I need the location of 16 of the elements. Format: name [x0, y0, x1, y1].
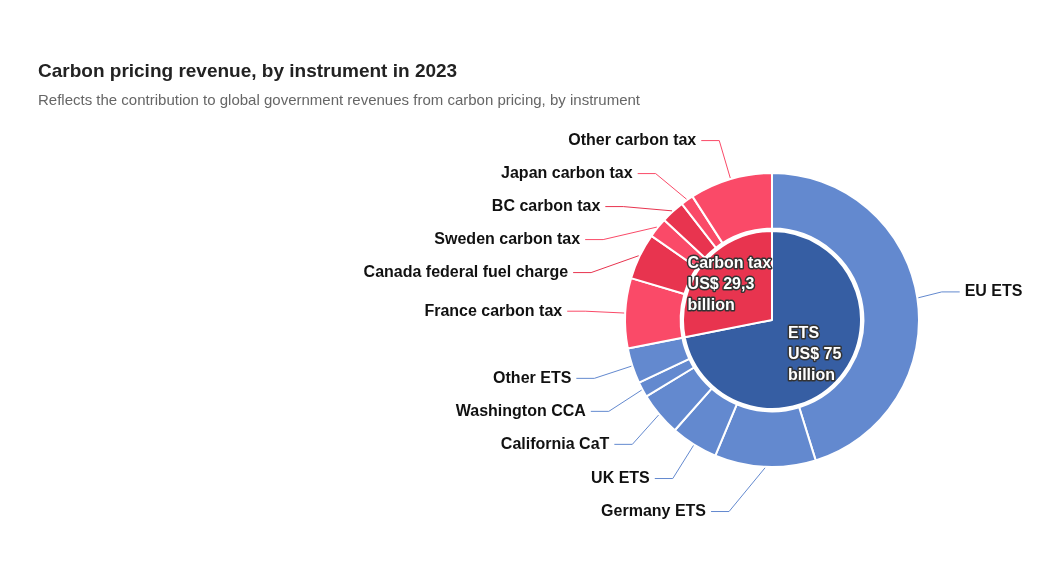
- slice-label: Canada federal fuel charge: [363, 263, 569, 280]
- slice-label: EU ETS: [964, 282, 1023, 300]
- slice-label: Washington CCA: [455, 401, 587, 419]
- slice-label: BC carbon tax: [491, 197, 601, 214]
- slice-label: Sweden carbon tax: [434, 230, 581, 247]
- slice-label: Germany ETS: [601, 501, 707, 519]
- slice-label: Japan carbon tax: [501, 164, 633, 181]
- slice-label: Other carbon tax: [568, 131, 697, 148]
- chart-title: Carbon pricing revenue, by instrument in 2023: [38, 60, 458, 82]
- slice-label: UK ETS: [591, 468, 651, 486]
- slice-label: Other ETS: [493, 368, 572, 386]
- slice-label: France carbon tax: [424, 301, 563, 319]
- slice-label: California CaT: [500, 434, 610, 452]
- data-label: US$ 75 billion: [787, 345, 842, 384]
- chart-subtitle: Reflects the contribution to global government revenues from carbon pricing, by instrument: [38, 91, 640, 108]
- slice-label: ETS: [787, 324, 820, 342]
